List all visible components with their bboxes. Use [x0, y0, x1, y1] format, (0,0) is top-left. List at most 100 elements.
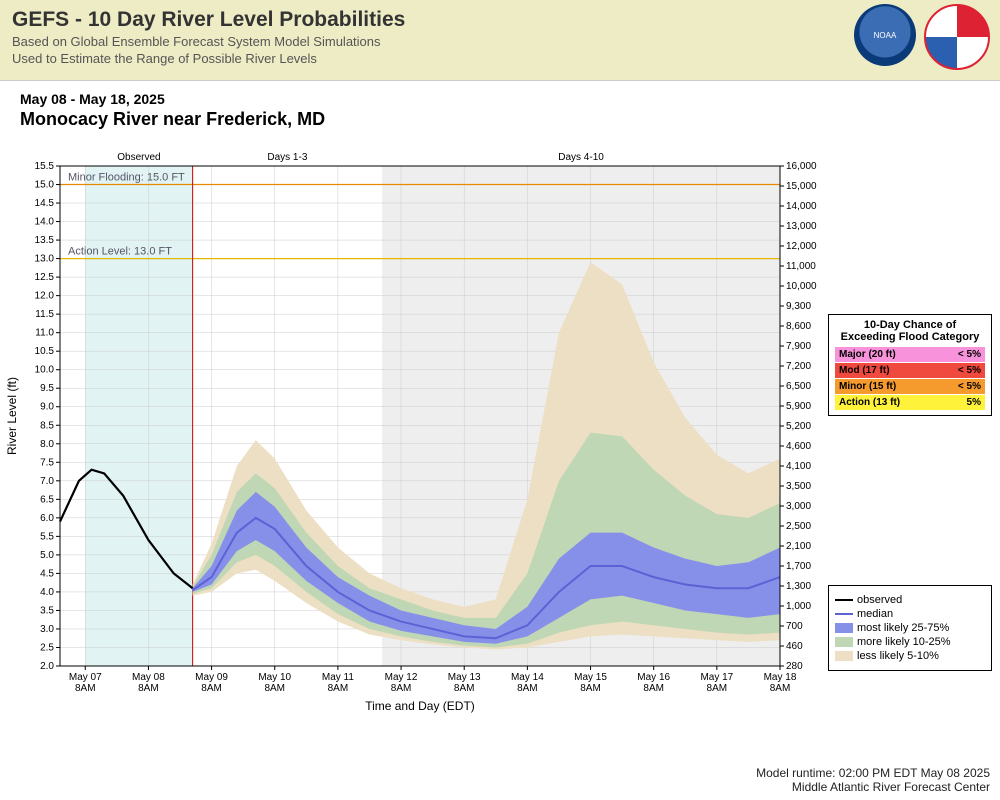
chart-container: Observed Days 1-3 Days 4-10 Minor Flooding:…: [0, 136, 1000, 741]
svg-text:460: 460: [786, 641, 803, 652]
svg-text:Time and Day (EDT): Time and Day (EDT): [365, 699, 475, 713]
svg-text:Observed: Observed: [117, 152, 160, 163]
svg-text:May 11: May 11: [322, 672, 354, 683]
svg-text:14.5: 14.5: [35, 198, 55, 209]
flood-legend-row: Action (13 ft)5%: [835, 395, 985, 410]
svg-text:8AM: 8AM: [517, 683, 538, 694]
svg-text:14.0: 14.0: [35, 217, 55, 228]
svg-text:Days 4-10: Days 4-10: [558, 152, 604, 163]
svg-text:14,000: 14,000: [786, 201, 817, 212]
svg-text:2,100: 2,100: [786, 541, 811, 552]
svg-text:9,300: 9,300: [786, 301, 811, 312]
svg-text:May 13: May 13: [448, 672, 481, 683]
svg-text:May 18: May 18: [764, 672, 797, 683]
footer-text: Model runtime: 02:00 PM EDT May 08 2025 …: [756, 766, 990, 794]
svg-text:4.5: 4.5: [40, 568, 54, 579]
flood-legend-row: Major (20 ft)< 5%: [835, 347, 985, 362]
page-title: GEFS - 10 Day River Level Probabilities: [12, 8, 988, 32]
svg-text:11.0: 11.0: [35, 328, 54, 339]
svg-text:4,600: 4,600: [786, 441, 811, 452]
location-title: Monocacy River near Frederick, MD: [20, 109, 1000, 130]
subtitle-2: Used to Estimate the Range of Possible R…: [12, 51, 988, 66]
svg-text:6.0: 6.0: [40, 513, 54, 524]
svg-text:4.0: 4.0: [40, 587, 54, 598]
svg-text:Days 1-3: Days 1-3: [267, 152, 307, 163]
svg-text:8.5: 8.5: [40, 420, 54, 431]
svg-text:15.5: 15.5: [35, 161, 55, 172]
svg-text:7.0: 7.0: [40, 476, 54, 487]
svg-text:8AM: 8AM: [391, 683, 412, 694]
svg-text:May 07: May 07: [69, 672, 102, 683]
svg-text:5,900: 5,900: [786, 401, 811, 412]
svg-text:5,200: 5,200: [786, 421, 811, 432]
svg-text:15,000: 15,000: [786, 181, 817, 192]
svg-text:7.5: 7.5: [40, 457, 54, 468]
svg-text:May 17: May 17: [700, 672, 733, 683]
date-range: May 08 - May 18, 2025: [20, 91, 1000, 107]
svg-text:3.5: 3.5: [40, 605, 54, 616]
svg-text:Minor Flooding: 15.0 FT: Minor Flooding: 15.0 FT: [68, 172, 185, 184]
svg-text:River Level (ft): River Level (ft): [5, 377, 19, 455]
svg-text:3,500: 3,500: [786, 481, 811, 492]
svg-text:3.0: 3.0: [40, 624, 54, 635]
svg-text:12.0: 12.0: [35, 291, 55, 302]
svg-text:May 10: May 10: [258, 672, 291, 683]
series-legend-item: less likely 5-10%: [835, 650, 985, 662]
svg-text:5.0: 5.0: [40, 550, 54, 561]
svg-text:12,000: 12,000: [786, 241, 817, 252]
svg-text:10.5: 10.5: [35, 346, 55, 357]
svg-text:9.0: 9.0: [40, 402, 54, 413]
svg-text:5.5: 5.5: [40, 531, 54, 542]
logo-group: NOAA: [854, 4, 990, 70]
svg-text:8AM: 8AM: [643, 683, 664, 694]
svg-text:2.5: 2.5: [40, 642, 54, 653]
svg-text:May 16: May 16: [637, 672, 670, 683]
subtitle-1: Based on Global Ensemble Forecast System…: [12, 34, 988, 49]
svg-text:May 08: May 08: [132, 672, 165, 683]
svg-text:Action Level: 13.0 FT: Action Level: 13.0 FT: [68, 246, 172, 258]
svg-text:15.0: 15.0: [35, 180, 55, 191]
nws-logo-icon: [924, 4, 990, 70]
svg-text:10.0: 10.0: [35, 365, 55, 376]
series-legend-item: most likely 25-75%: [835, 622, 985, 634]
river-chart: Observed Days 1-3 Days 4-10 Minor Flooding:…: [0, 136, 820, 736]
noaa-logo-icon: NOAA: [854, 4, 916, 66]
svg-text:1,300: 1,300: [786, 581, 811, 592]
flood-legend-row: Mod (17 ft)< 5%: [835, 363, 985, 378]
flood-legend-row: Minor (15 ft)< 5%: [835, 379, 985, 394]
flood-category-legend: 10-Day Chance of Exceeding Flood Categor…: [828, 314, 992, 416]
svg-text:280: 280: [786, 661, 803, 672]
svg-text:13,000: 13,000: [786, 221, 817, 232]
svg-text:12.5: 12.5: [35, 272, 55, 283]
svg-text:3,000: 3,000: [786, 501, 811, 512]
svg-text:8AM: 8AM: [75, 683, 96, 694]
svg-text:1,700: 1,700: [786, 561, 811, 572]
header-banner: GEFS - 10 Day River Level Probabilities …: [0, 0, 1000, 81]
svg-text:May 12: May 12: [385, 672, 418, 683]
svg-text:8AM: 8AM: [454, 683, 475, 694]
svg-text:May 15: May 15: [574, 672, 607, 683]
svg-text:700: 700: [786, 621, 803, 632]
svg-text:16,000: 16,000: [786, 161, 817, 172]
svg-text:9.5: 9.5: [40, 383, 54, 394]
series-legend-item: median: [835, 608, 985, 620]
svg-text:8AM: 8AM: [770, 683, 791, 694]
svg-text:2.0: 2.0: [40, 661, 54, 672]
forecast-center: Middle Atlantic River Forecast Center: [756, 780, 990, 794]
svg-text:8,600: 8,600: [786, 321, 811, 332]
svg-text:11,000: 11,000: [786, 261, 816, 272]
svg-text:1,000: 1,000: [786, 601, 811, 612]
svg-text:May 14: May 14: [511, 672, 544, 683]
model-runtime: Model runtime: 02:00 PM EDT May 08 2025: [756, 766, 990, 780]
svg-text:8AM: 8AM: [580, 683, 601, 694]
svg-text:8AM: 8AM: [707, 683, 728, 694]
svg-text:6.5: 6.5: [40, 494, 54, 505]
svg-text:2,500: 2,500: [786, 521, 811, 532]
svg-text:8.0: 8.0: [40, 439, 54, 450]
svg-text:May 09: May 09: [195, 672, 228, 683]
svg-text:8AM: 8AM: [264, 683, 285, 694]
chart-titles: May 08 - May 18, 2025 Monocacy River nea…: [0, 81, 1000, 130]
series-legend: observedmedianmost likely 25-75%more lik…: [828, 585, 992, 671]
svg-text:13.5: 13.5: [35, 235, 55, 246]
svg-text:7,200: 7,200: [786, 361, 811, 372]
